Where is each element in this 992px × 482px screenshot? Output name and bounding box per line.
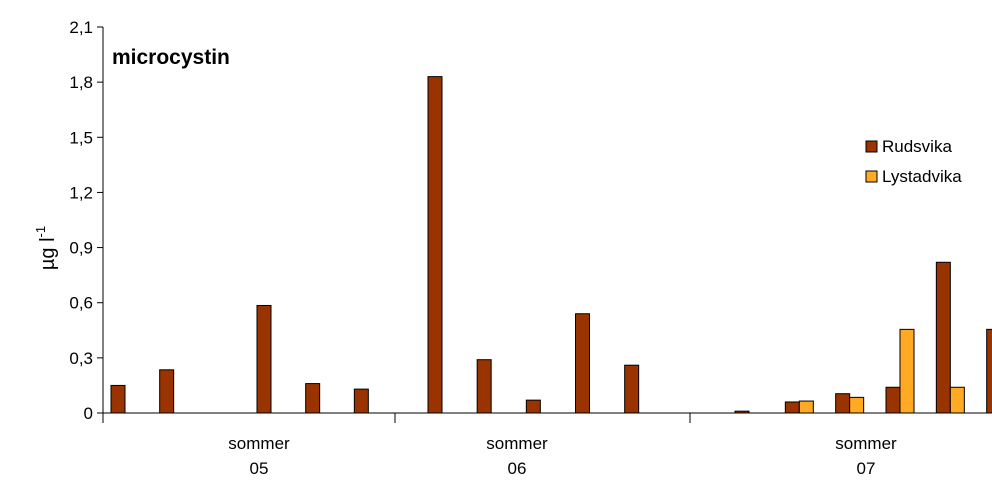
y-axis-label-text: µg l [37,237,59,270]
y-tick-label: 0 [84,404,93,423]
x-group-label-line1: sommer [835,434,897,453]
x-group-label-line2: 07 [857,459,876,478]
x-group-label-line1: sommer [228,434,290,453]
bar-lystadvika [899,328,915,414]
bar-rudsvika [885,386,901,414]
chart-title: microcystin [112,46,230,69]
legend: Rudsvika Lystadvika [865,137,962,186]
x-group-label-line1: sommer [486,434,548,453]
legend-label: Lystadvika [882,167,962,186]
x-axis: sommer 05 sommer 06 sommer 07 [102,412,992,478]
bar-lystadvika [798,400,814,414]
bar-rudsvika [525,399,541,414]
legend-swatch [865,140,878,153]
y-tick-label: 0,3 [69,349,93,368]
bar-rudsvika [256,304,272,414]
bar-lystadvika [849,396,865,414]
bar-rudsvika [353,388,369,414]
y-tick-label: 1,2 [69,183,93,202]
bars [110,76,992,414]
y-tick-label: 1,5 [69,128,93,147]
bar-rudsvika [476,359,492,414]
y-tick-label: 1,8 [69,73,93,92]
y-axis-label-superscript: -1 [33,226,48,238]
svg-text:µg l-1: µg l-1 [33,226,59,270]
bar-rudsvika [835,393,851,414]
bar-rudsvika [986,328,992,414]
x-group-label-line2: 06 [508,459,527,478]
bar-rudsvika [427,76,443,414]
x-group-label-line2: 05 [250,459,269,478]
y-axis-label: µg l-1 [33,226,59,270]
bar-rudsvika [624,364,640,414]
y-axis: 0 0,3 0,6 0,9 1,2 1,5 1,8 2,1 [69,18,104,423]
bar-lystadvika [949,386,965,414]
y-tick-label: 0,6 [69,294,93,313]
bar-rudsvika [110,384,126,414]
bar-rudsvika [159,369,175,414]
y-tick-label: 2,1 [69,18,93,37]
y-tick-label: 0,9 [69,239,93,258]
bar-rudsvika [305,383,321,414]
bar-rudsvika [935,261,951,414]
legend-swatch [865,170,878,183]
bar-rudsvika [575,313,590,414]
bar-rudsvika [784,401,800,414]
legend-label: Rudsvika [882,137,952,156]
